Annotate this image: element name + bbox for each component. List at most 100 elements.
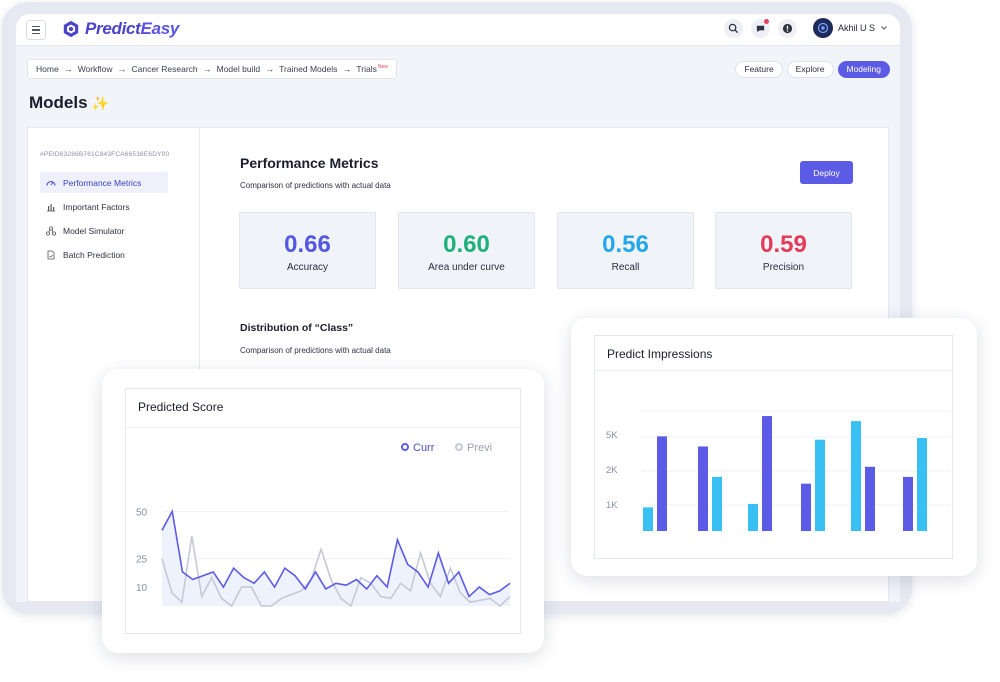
model-nav: Performance Metrics Important Factors Mo… [40, 172, 168, 268]
predict-impressions-title: Predict Impressions [607, 347, 713, 361]
y-tick-label: 50 [136, 507, 148, 518]
y-tick-label: 5K [606, 430, 618, 441]
tab-modeling[interactable]: Modeling [837, 61, 890, 78]
breadcrumb-trained-models[interactable]: Trained Models [279, 64, 338, 74]
bar-group-1-series-2 [643, 507, 653, 531]
y-tick-label: 25 [136, 555, 148, 566]
info-icon [782, 23, 793, 33]
distribution-title: Distribution of “Class” [240, 322, 354, 334]
tab-feature[interactable]: Feature [735, 61, 783, 78]
y-tick-label: 2K [606, 465, 618, 476]
series-line-curr [161, 508, 511, 598]
metric-card-precision: 0.59 Precision [715, 212, 852, 289]
user-menu[interactable]: Akhil U S [812, 18, 888, 38]
deploy-button[interactable]: Deploy [800, 161, 853, 184]
logo-text: PredictEasy [85, 19, 180, 38]
bar-group-4-series-1 [801, 483, 811, 531]
bar-group-6-series-2 [917, 438, 927, 531]
metric-label: Area under curve [428, 262, 505, 273]
avatar [812, 18, 833, 38]
bar-group-3-series-1 [762, 416, 772, 531]
y-tick-label: 1K [606, 500, 618, 511]
metric-value: 0.66 [284, 231, 331, 258]
search-button[interactable] [723, 18, 743, 38]
predicted-score-title: Predicted Score [138, 400, 224, 414]
metric-value: 0.59 [760, 231, 807, 258]
sidebar-item-label: Important Factors [63, 201, 130, 212]
metric-label: Precision [762, 262, 805, 273]
breadcrumb-model-build[interactable]: Model build [216, 64, 261, 74]
legend-item-curr[interactable]: Curr [401, 442, 435, 454]
legend-marker [401, 443, 409, 451]
distribution-subtitle: Comparison of predictions with actual da… [240, 346, 391, 355]
brand-logo[interactable]: PredictEasy [62, 19, 179, 39]
metric-card-auc: 0.60 Area under curve [398, 212, 535, 289]
y-tick-label: 10 [136, 583, 148, 594]
sidebar-item-important-factors[interactable]: Important Factors [40, 196, 168, 217]
card-divider [126, 427, 520, 428]
breadcrumb-trials[interactable]: TrialsNew [356, 64, 388, 74]
predicted-score-card: Predicted Score Curr Previ 10 25 50 [102, 369, 544, 653]
predict-impressions-chart-panel: Predict Impressions 1K 2K 5K [594, 335, 953, 559]
bar-group-5-series-2 [851, 421, 861, 531]
performance-title: Performance Metrics [240, 155, 379, 171]
arrow-right-icon: → [63, 64, 73, 74]
sidebar-item-performance-metrics[interactable]: Performance Metrics [40, 172, 168, 193]
avatar-icon [817, 22, 829, 34]
arrow-right-icon: → [202, 64, 212, 74]
gauge-icon [46, 180, 56, 186]
bar-chart-icon [47, 203, 55, 211]
logo-icon [63, 20, 79, 38]
metric-label: Recall [611, 262, 640, 273]
legend-marker [455, 443, 463, 451]
bar-group-4-series-2 [815, 439, 825, 531]
legend-item-previ[interactable]: Previ [455, 442, 492, 454]
sidebar-item-label: Batch Prediction [63, 249, 125, 260]
network-icon [46, 225, 56, 235]
sidebar-item-batch-prediction[interactable]: Batch Prediction [40, 244, 168, 265]
top-actions: Akhil U S [723, 18, 888, 38]
metric-value: 0.60 [443, 231, 490, 258]
bar-group-6-series-1 [903, 476, 913, 531]
performance-subtitle: Comparison of predictions with actual da… [240, 181, 391, 190]
chat-icon [756, 25, 765, 32]
arrow-right-icon: → [265, 64, 275, 74]
notification-dot [763, 18, 769, 24]
new-badge: New [377, 64, 388, 71]
model-id: #PEID63286B761C843FCA66538E6DY00 [40, 151, 170, 158]
predicted-score-chart: Curr Previ 10 25 50 [136, 442, 511, 608]
arrow-right-icon: → [117, 64, 127, 74]
metric-card-recall: 0.56 Recall [557, 212, 694, 289]
model-sidebar: #PEID63286B761C843FCA66538E6DY00 Perform… [28, 128, 200, 602]
sidebar-item-label: Performance Metrics [63, 177, 142, 188]
predict-impressions-card: Predict Impressions 1K 2K 5K [571, 318, 977, 576]
chevron-down-icon [881, 26, 887, 30]
bar-group-1-series-1 [657, 436, 667, 531]
bar-group-3-series-2 [748, 503, 758, 531]
breadcrumb-cancer-research[interactable]: Cancer Research [131, 64, 198, 74]
breadcrumb-workflow[interactable]: Workflow [77, 64, 113, 74]
metric-card-accuracy: 0.66 Accuracy [239, 212, 376, 289]
breadcrumb-home[interactable]: Home [36, 64, 59, 74]
menu-toggle-button[interactable] [26, 20, 46, 40]
predicted-score-chart-panel: Predicted Score Curr Previ 10 25 50 [125, 388, 521, 634]
predict-impressions-chart: 1K 2K 5K [606, 410, 950, 531]
series-line-previ [161, 535, 511, 608]
sidebar-item-model-simulator[interactable]: Model Simulator [40, 220, 168, 241]
tab-explore[interactable]: Explore [786, 61, 834, 78]
document-icon [47, 250, 55, 259]
chart-legend: Curr Previ [401, 442, 492, 454]
metric-label: Accuracy [286, 262, 329, 273]
legend-label: Curr [413, 442, 435, 454]
breadcrumb: Home → Workflow → Cancer Research → Mode… [27, 59, 397, 79]
arrow-right-icon: → [342, 64, 352, 74]
info-button[interactable] [777, 18, 797, 38]
page-title: Models ✨ [29, 93, 109, 112]
chat-button[interactable] [750, 18, 770, 38]
bar-group-5-series-1 [865, 466, 875, 531]
series-area-curr [162, 511, 510, 606]
user-name: Akhil U S [837, 23, 875, 33]
top-bar: PredictEasy Akhil U S [16, 14, 900, 46]
card-divider [595, 370, 952, 371]
bar-group-2-series-1 [698, 446, 708, 531]
